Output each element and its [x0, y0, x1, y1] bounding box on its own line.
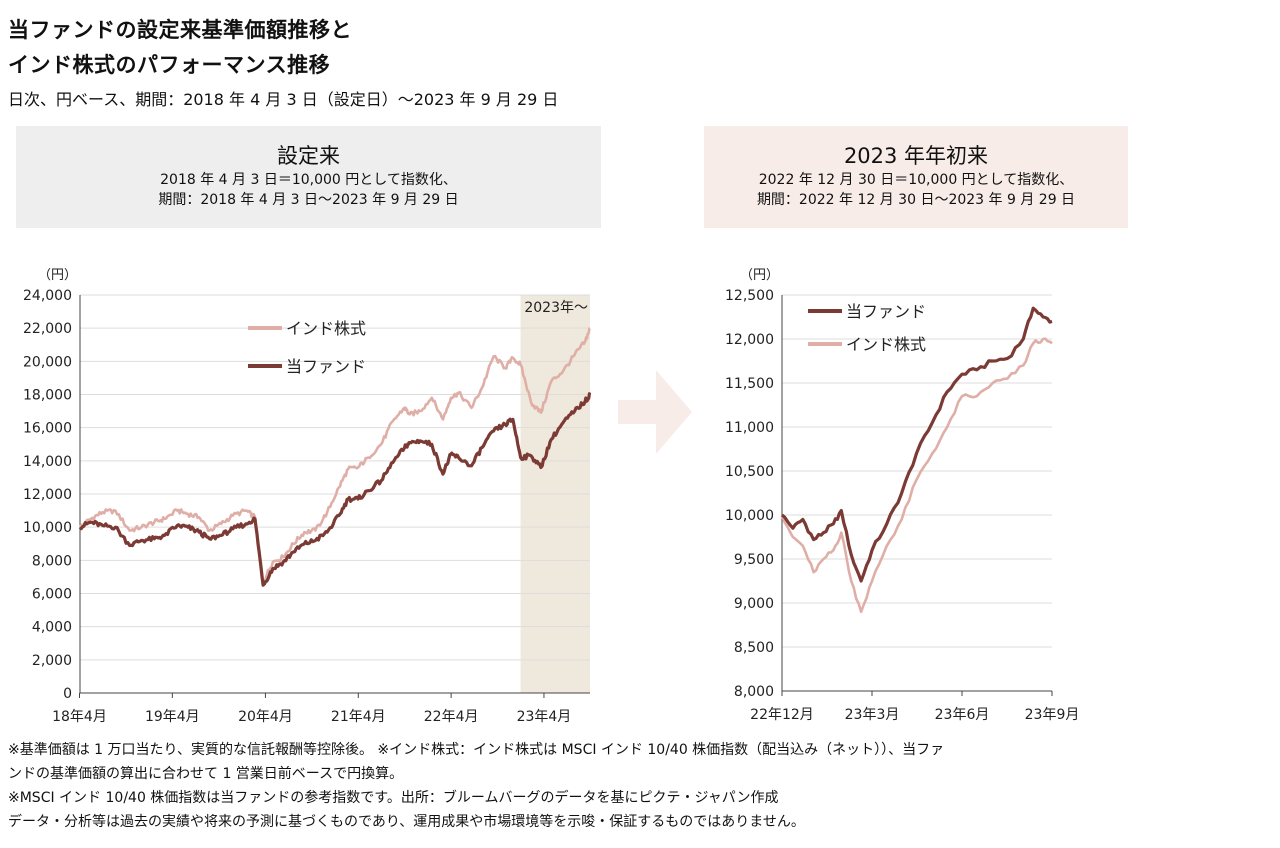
footnote-4: データ・分析等は過去の実績や将来の予測に基づくものであり、運用成果や市場環境等を… — [8, 814, 805, 830]
y-tick-label: 4,000 — [32, 620, 72, 636]
y-unit-label: （円） — [740, 268, 779, 283]
chart-since-inception: 0 2,000 4,000 6,000 8,000 10,000 12,000 14,000 1… — [23, 268, 592, 725]
y-tick-label: 14,000 — [23, 454, 72, 470]
left-panel-header: 設定来 2018 年 4 月 3 日＝10,000 円として指数化、 期間：20… — [16, 126, 601, 228]
y-tick-label: 8,000 — [32, 553, 72, 569]
y-unit-label: （円） — [38, 268, 77, 283]
x-tick-label: 21年4月 — [331, 709, 386, 725]
highlight-label: 2023年～ — [524, 300, 588, 316]
y-tick-label: 9,000 — [734, 596, 774, 612]
x-tick-label: 18年4月 — [52, 709, 107, 725]
y-tick-label: 24,000 — [23, 288, 72, 304]
y-tick-label: 11,500 — [725, 376, 774, 392]
x-tick-label: 22年12月 — [750, 707, 814, 723]
y-tick-label: 9,500 — [734, 552, 774, 568]
y-tick-label: 12,000 — [725, 332, 774, 348]
legend-label: 当ファンド — [846, 302, 926, 321]
x-tick-label: 20年4月 — [238, 709, 293, 725]
y-tick-label: 8,000 — [734, 684, 774, 700]
y-tick-label: 12,500 — [725, 288, 774, 304]
y-tick-label: 10,500 — [725, 464, 774, 480]
y-tick-label: 22,000 — [23, 321, 72, 337]
x-tick-label: 23年6月 — [935, 707, 990, 723]
right-panel-title: 2023 年年初来 — [843, 144, 989, 168]
legend-label: インド株式 — [846, 335, 926, 354]
y-tick-label: 0 — [63, 686, 72, 702]
series-line-india — [78, 327, 591, 584]
legend-label: インド株式 — [286, 319, 366, 338]
x-tick-label: 23年4月 — [517, 709, 572, 725]
y-tick-label: 11,000 — [725, 420, 774, 436]
y-tick-label: 2,000 — [32, 653, 72, 669]
page-subtitle: 日次、円ベース、期間：2018 年 4 月 3 日（設定日）～2023 年 9 … — [8, 90, 559, 109]
footnote-1: ※基準価額は 1 万口当たり、実質的な信託報酬等控除後。 ※インド株式：インド株… — [8, 742, 945, 758]
footnote-2: ンドの基準価額の算出に合わせて 1 営業日前ベースで円換算。 — [8, 766, 404, 782]
x-tick-label: 22年4月 — [424, 709, 479, 725]
page-title: 当ファンドの設定来基準価額推移と — [8, 18, 352, 42]
series-line-india — [780, 337, 1053, 614]
right-panel-desc-2: 期間：2022 年 12 月 30 日～2023 年 9 月 29 日 — [756, 192, 1076, 208]
x-tick-label: 23年3月 — [845, 707, 900, 723]
right-arrow-icon — [618, 370, 692, 454]
y-tick-label: 10,000 — [725, 508, 774, 524]
left-panel-desc-2: 期間：2018 年 4 月 3 日～2023 年 9 月 29 日 — [158, 192, 459, 208]
y-tick-label: 8,500 — [734, 640, 774, 656]
x-tick-label: 23年9月 — [1025, 707, 1080, 723]
right-panel-desc-1: 2022 年 12 月 30 日＝10,000 円として指数化、 — [758, 172, 1074, 188]
series-line-fund — [780, 306, 1053, 583]
y-tick-label: 6,000 — [32, 587, 72, 603]
footnote-3: ※MSCI インド 10/40 株価指数は当ファンドの参考指数です。出所：ブルー… — [8, 790, 779, 806]
left-panel-title: 設定来 — [277, 144, 340, 168]
y-tick-label: 10,000 — [23, 520, 72, 536]
right-panel-header: 2023 年年初来 2022 年 12 月 30 日＝10,000 円として指数… — [704, 126, 1128, 228]
x-tick-label: 19年4月 — [145, 709, 200, 725]
series-line-fund — [78, 392, 592, 587]
y-tick-label: 16,000 — [23, 421, 72, 437]
legend-label: 当ファンド — [286, 357, 366, 376]
y-tick-label: 12,000 — [23, 487, 72, 503]
chart-ytd-2023: 8,000 8,500 9,000 9,500 10,000 10,500 11,000 11… — [725, 268, 1080, 723]
left-panel-desc-1: 2018 年 4 月 3 日＝10,000 円として指数化、 — [160, 172, 457, 188]
page-title-line2: インド株式のパフォーマンス推移 — [8, 53, 331, 77]
y-tick-label: 18,000 — [23, 388, 72, 404]
y-tick-label: 20,000 — [23, 354, 72, 370]
